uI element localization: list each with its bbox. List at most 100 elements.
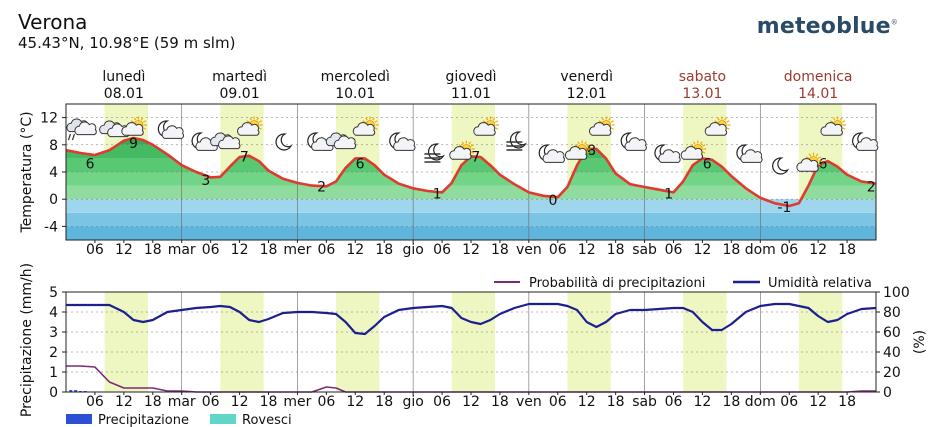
cloud-shape [74, 121, 97, 136]
sun-ray [577, 141, 580, 145]
temperature-xtick-label: 12 [694, 242, 712, 258]
sun-ray [494, 127, 499, 130]
cloud-shape [449, 146, 472, 160]
legend-showers-label: Rovesci [242, 413, 292, 427]
humidity-ytick-label: 20 [883, 365, 901, 381]
rain-cloud-icon [66, 118, 97, 141]
cloud-shape [855, 137, 879, 151]
sun-cloud-icon [680, 140, 707, 160]
humidity-ytick-label: 100 [883, 285, 910, 301]
sun-ray [598, 120, 602, 123]
humidity-ytick-label: 0 [883, 385, 892, 401]
precip-xtick-label: 18 [722, 394, 740, 410]
sun-cloud-icon [820, 116, 847, 136]
precip-xtick-label: sab [632, 394, 657, 410]
temperature-xtick-label: 18 [838, 242, 856, 258]
cloud-shape [589, 122, 612, 136]
temperature-xtick-label: 18 [260, 242, 278, 258]
sun-ray [485, 117, 489, 121]
temperature-cold-band [66, 212, 876, 227]
sun-ray [726, 127, 730, 130]
sun-ray [494, 120, 499, 123]
sun-cloud-icon [589, 116, 615, 136]
temperature-value-label: 6 [86, 156, 95, 172]
cloud-shape [542, 149, 565, 163]
cloud-shape [333, 135, 357, 150]
sun-ray [702, 144, 706, 147]
sun-ray [817, 163, 822, 166]
sun-ray [374, 127, 378, 130]
sun-ray [690, 144, 694, 147]
day-date-2: 10.01 [335, 86, 375, 102]
precip-xtick-label: dom [745, 394, 776, 410]
cloud-shape [658, 149, 681, 163]
sun-ray [702, 151, 706, 154]
precip-daylight-band [798, 292, 843, 392]
temperature-ytick-label: 12 [40, 111, 58, 127]
temperature-value-label: 7 [471, 150, 480, 166]
logo-registered-mark: ® [890, 18, 898, 27]
temperature-value-label: 2 [867, 180, 876, 196]
legend-precipitation-swatch [66, 414, 92, 424]
humidity-ytick-label: 60 [883, 325, 901, 341]
cloud-shape [704, 122, 728, 136]
location-title: Verona [18, 10, 88, 34]
temperature-value-label: 2 [317, 180, 326, 196]
meteoblue-logo[interactable]: meteoblue® [757, 14, 898, 39]
moon-cloud-icon [620, 132, 647, 151]
sun-ray [256, 117, 259, 121]
sun-ray [140, 117, 144, 121]
sun-ray [610, 127, 614, 130]
precip-xtick-label: mer [283, 394, 311, 410]
cloud-shape [624, 137, 647, 151]
precip-xtick-label: 12 [462, 394, 480, 410]
sun-ray [372, 117, 375, 121]
day-name-6: domenica [784, 69, 853, 85]
precip-daylight-band [451, 292, 496, 392]
precip-xtick-label: 06 [665, 394, 683, 410]
temperature-xtick-label: 18 [722, 242, 740, 258]
sun-cloud-icon [352, 116, 379, 136]
moon-cloud-icon [389, 132, 416, 151]
temperature-xtick-label: 12 [346, 242, 364, 258]
temperature-xtick-label: 06 [665, 242, 683, 258]
moon-icon [275, 133, 293, 151]
day-date-1: 09.01 [220, 86, 260, 102]
precip-xtick-label: 06 [780, 394, 798, 410]
sun-ray [608, 117, 611, 121]
sun-ray [610, 120, 614, 123]
precip-ytick-label: 4 [49, 305, 58, 321]
precip-xtick-label: 12 [115, 394, 133, 410]
precip-xtick-label: mar [168, 394, 196, 410]
precip-xtick-label: 18 [260, 394, 278, 410]
temperature-xtick-label: 12 [809, 242, 827, 258]
sun-ray [374, 120, 378, 123]
sun-ray [693, 141, 696, 145]
sun-cloud-icon [704, 116, 731, 136]
day-date-6: 14.01 [798, 86, 838, 102]
moon-cloud-icon [654, 144, 681, 163]
day-name-2: mercoledì [321, 69, 390, 85]
precip-daylight-band [683, 292, 727, 392]
cloud-shape [352, 122, 376, 136]
moon-cloud-icon [538, 144, 565, 163]
temperature-value-label: -1 [777, 200, 791, 216]
temperature-value-label: 6 [703, 156, 712, 172]
temperature-xtick-label: 12 [462, 242, 480, 258]
precip-xtick-label: 06 [433, 394, 451, 410]
cloud-shape [237, 122, 260, 136]
precip-xtick-label: 06 [202, 394, 220, 410]
precip-ytick-label: 5 [49, 285, 58, 301]
sun-ray [700, 141, 703, 145]
precip-xtick-label: 06 [86, 394, 104, 410]
precip-xtick-label: 12 [578, 394, 596, 410]
precipitation-bar [69, 390, 73, 392]
day-name-4: venerdì [560, 69, 613, 85]
rain-drop [71, 133, 76, 141]
sun-ray [362, 120, 366, 123]
rain-drop [67, 133, 72, 141]
precip-ytick-label: 2 [49, 345, 58, 361]
moon-shape [275, 133, 293, 151]
precip-xtick-label: 18 [491, 394, 509, 410]
temperature-xtick-label: mar [168, 242, 196, 258]
